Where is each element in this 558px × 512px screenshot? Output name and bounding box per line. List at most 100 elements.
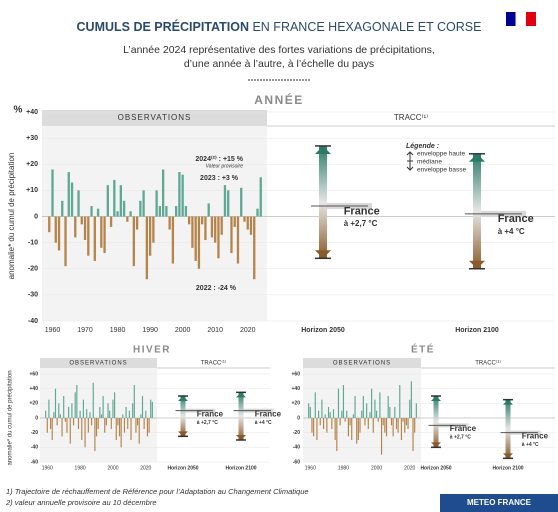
bar — [334, 418, 336, 440]
y-tick-label: +20 — [30, 401, 39, 407]
bar — [80, 216, 83, 225]
bar — [407, 418, 409, 429]
bar — [87, 418, 89, 433]
horizon-label: à +2,7 °C — [344, 219, 378, 228]
x-tick-label: 1980 — [75, 465, 86, 471]
bar — [139, 200, 142, 217]
bar — [114, 392, 116, 418]
bar — [223, 185, 227, 217]
legend-icon — [406, 151, 414, 171]
horizon-label: à +4 °C — [522, 442, 539, 448]
bar — [97, 418, 99, 429]
envelope — [180, 396, 186, 437]
bar — [155, 190, 158, 217]
y-tick-label: +40 — [292, 386, 301, 392]
horizon-label: à +2,7 °C — [450, 435, 471, 441]
section-title: ÉTÉ — [411, 343, 435, 356]
bar — [240, 187, 243, 217]
envelope — [505, 399, 511, 459]
bar — [415, 403, 417, 418]
y-tick-label: -20 — [28, 266, 38, 273]
bar — [347, 418, 350, 437]
bar — [158, 206, 162, 217]
bar — [336, 418, 338, 451]
y-axis-label: anomalie* du cumul de précipitation — [7, 153, 16, 280]
bar — [51, 169, 54, 217]
y-tick-label: -20 — [293, 430, 300, 436]
bar — [61, 418, 63, 437]
bar — [56, 418, 58, 426]
bar — [145, 410, 147, 418]
horizon-name: Horizon 2100 — [455, 327, 499, 334]
bar — [399, 385, 401, 418]
bar — [233, 216, 236, 227]
bar — [82, 399, 84, 418]
y-tick-label: +20 — [292, 401, 301, 407]
bar — [246, 216, 249, 230]
subtitle: L’année 2024 représentative des fortes v… — [123, 44, 435, 56]
bar — [141, 396, 144, 418]
bar — [346, 410, 348, 418]
bar — [321, 399, 323, 418]
bar — [341, 410, 343, 418]
bar — [412, 418, 414, 451]
y-tick-label: -30 — [28, 292, 38, 299]
bar — [69, 418, 71, 444]
bar — [361, 410, 363, 418]
envelope — [319, 145, 327, 259]
x-tick-label: 2000 — [175, 327, 191, 334]
bar — [87, 216, 90, 256]
bar — [105, 418, 107, 426]
envelope — [473, 153, 481, 269]
bar — [119, 185, 122, 217]
bar — [314, 392, 316, 418]
y-tick-label: -40 — [31, 445, 38, 451]
bar — [316, 418, 318, 440]
y-tick-label: +10 — [26, 187, 38, 194]
bar — [150, 399, 152, 418]
y-tick-label: +30 — [26, 135, 38, 142]
bar — [49, 418, 52, 429]
bar — [326, 418, 328, 433]
x-tick-label: 1990 — [142, 327, 158, 334]
bar — [76, 385, 78, 418]
annotation: 2024⁽²⁾ : +15 % — [195, 155, 243, 163]
bar — [404, 418, 406, 433]
x-tick-label: 1980 — [338, 465, 349, 471]
bar — [126, 216, 129, 222]
bar — [410, 381, 412, 418]
arrow-head-low — [503, 453, 513, 459]
arrow-head-high — [315, 145, 331, 154]
title-rest: EN FRANCE HEXAGONALE ET CORSE — [252, 20, 481, 34]
bar — [104, 418, 106, 433]
bar — [332, 409, 335, 418]
observations-label: OBSERVATIONS — [333, 361, 391, 367]
bar — [362, 396, 364, 418]
x-tick-label: 2020 — [240, 327, 256, 334]
annotation: 2023 : +3 % — [200, 175, 239, 182]
bar — [207, 203, 210, 217]
bar — [58, 403, 60, 418]
unit: % — [14, 105, 23, 116]
bar — [342, 385, 345, 418]
x-tick-label: 2000 — [107, 465, 118, 471]
bar — [324, 414, 326, 418]
bar — [67, 172, 70, 217]
bar — [230, 216, 233, 254]
legend-item: enveloppe haute — [417, 151, 465, 158]
bar — [369, 412, 371, 418]
bar — [204, 216, 207, 241]
horizon-label: France — [450, 424, 477, 433]
observations-label: OBSERVATIONS — [69, 361, 127, 367]
bar — [201, 216, 204, 225]
horizon-label: France — [255, 409, 282, 418]
bar — [66, 418, 68, 433]
bar — [243, 216, 246, 222]
bar — [357, 418, 359, 440]
legend-item: enveloppe basse — [417, 167, 467, 174]
bar — [395, 418, 398, 429]
bar — [171, 216, 175, 264]
y-tick-label: 0 — [35, 415, 38, 421]
y-tick-label: -40 — [28, 318, 38, 325]
bar — [385, 418, 388, 437]
